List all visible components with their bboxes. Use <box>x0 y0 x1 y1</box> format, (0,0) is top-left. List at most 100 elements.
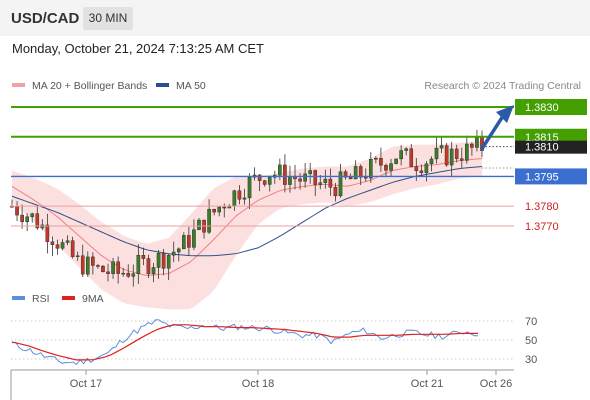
candle-body <box>232 190 237 207</box>
candle-body <box>70 240 75 257</box>
legend-rsi: RSI <box>12 293 50 305</box>
candle-body <box>379 158 383 166</box>
level-tag-1.3830 <box>515 99 587 115</box>
candle-body <box>283 164 287 185</box>
level-label-1.3795: 1.3795 <box>525 171 559 183</box>
candle-body <box>106 271 110 274</box>
ma50-swatch-icon <box>156 83 169 88</box>
projection-arrow-head <box>496 105 514 123</box>
candle-body <box>414 166 419 172</box>
candle-body <box>217 206 222 213</box>
legend-rsi-label: RSI <box>32 293 50 305</box>
current-price-label: 1.3810 <box>525 142 559 154</box>
candle-body <box>389 163 393 171</box>
candle-body <box>267 177 272 185</box>
candle-body <box>318 182 323 185</box>
legend-9ma-label: 9MA <box>82 293 104 305</box>
candle-body <box>25 216 29 223</box>
candle-body <box>141 255 146 259</box>
ma20-line <box>11 158 483 276</box>
candle-body <box>182 235 186 250</box>
candle-body <box>338 171 343 197</box>
candle-body <box>237 190 242 200</box>
candle-body <box>212 209 216 213</box>
candle-body <box>444 145 449 166</box>
candle-body <box>384 165 388 171</box>
candle-body <box>222 206 227 209</box>
candle-body <box>363 177 368 179</box>
candle-body <box>369 159 373 179</box>
candle-body <box>434 147 439 160</box>
timeframe-button[interactable]: 30 MIN <box>83 7 133 30</box>
ma50-line <box>11 166 483 257</box>
candle-body <box>91 256 95 266</box>
candle-body <box>348 177 353 180</box>
candle-body <box>343 171 348 178</box>
candle-body <box>50 241 55 245</box>
candle-body <box>323 178 328 183</box>
candle-body <box>278 164 282 176</box>
candle-body <box>60 242 65 249</box>
candle-body <box>101 265 105 273</box>
x-tick-label: Oct 21 <box>411 378 443 390</box>
candle-body <box>161 252 166 269</box>
candle-body <box>86 256 90 275</box>
rsi-line <box>11 319 478 366</box>
candle-body <box>257 174 262 181</box>
header-bar: USD/CAD 30 MIN <box>0 0 590 36</box>
candle-body <box>136 255 141 274</box>
rsi-9ma-line <box>11 324 478 361</box>
rsi-tick-50: 50 <box>525 335 537 347</box>
candle-body <box>465 143 469 161</box>
candle-body <box>15 206 19 216</box>
candle-body <box>126 272 131 277</box>
x-tick-label: Oct 17 <box>70 378 102 390</box>
candle-body <box>298 178 302 182</box>
symbol-title: USD/CAD <box>11 10 80 27</box>
level-label-1.3780: 1.3780 <box>525 201 559 213</box>
candle-body <box>30 213 35 217</box>
legend-bb-label: MA 20 + Bollinger Bands <box>32 80 148 92</box>
candle-body <box>171 251 176 256</box>
candle-body <box>65 240 70 243</box>
candle-body <box>35 213 40 229</box>
candle-body <box>439 145 444 149</box>
candle-body <box>20 214 24 223</box>
candle-body <box>111 261 115 274</box>
candle-body <box>55 244 60 249</box>
candle-body <box>454 148 459 159</box>
candle-body <box>262 180 267 185</box>
candle-body <box>192 229 196 248</box>
rsi-tick-30: 30 <box>525 354 537 366</box>
9ma-swatch-icon <box>62 296 75 301</box>
candle-body <box>207 209 211 233</box>
candle-body <box>353 166 358 180</box>
legend-ma50: MA 50 <box>156 80 206 92</box>
candle-body <box>116 261 120 274</box>
candle-body <box>80 255 85 275</box>
rsi-tick-70: 70 <box>525 316 537 328</box>
x-tick-label: Oct 18 <box>242 378 274 390</box>
candle-body <box>429 158 434 165</box>
candle-body <box>303 173 307 182</box>
candles-group <box>10 129 484 287</box>
candle-body <box>146 258 151 275</box>
credit-text: Research © 2024 Trading Central <box>424 80 581 92</box>
bb-swatch-icon <box>12 83 25 88</box>
candle-body <box>288 176 292 185</box>
candle-body <box>424 163 429 173</box>
candle-body <box>449 148 454 166</box>
candle-body <box>358 166 363 178</box>
candle-body <box>374 158 378 160</box>
level-label-1.3830: 1.3830 <box>525 102 559 114</box>
candle-body <box>156 252 161 268</box>
projection-arrow-shaft <box>480 114 505 151</box>
candle-body <box>166 254 171 269</box>
rsi-swatch-icon <box>12 296 25 301</box>
candle-body <box>394 158 398 164</box>
candle-body <box>187 235 191 248</box>
candle-body <box>399 150 403 160</box>
candle-body <box>409 148 414 167</box>
candle-body <box>404 148 408 151</box>
